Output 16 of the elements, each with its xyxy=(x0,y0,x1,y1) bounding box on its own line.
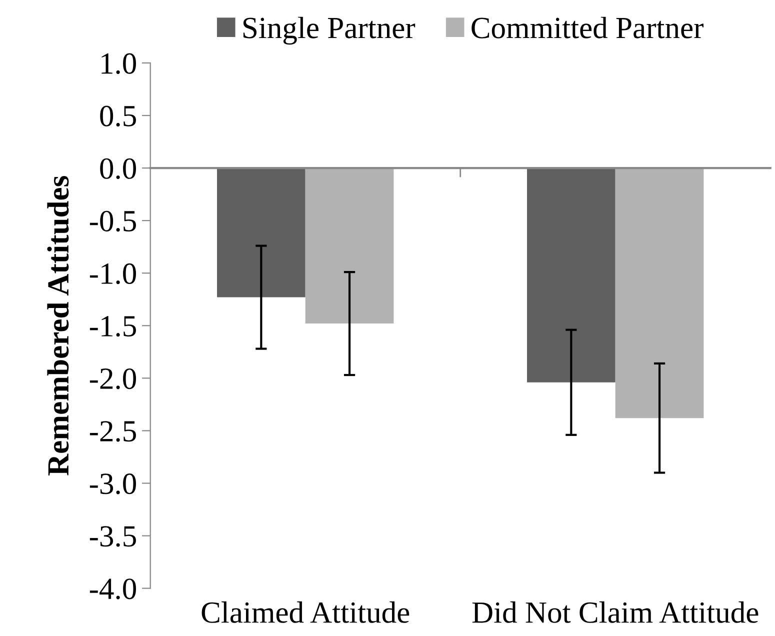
x-tick-label: Claimed Attitude xyxy=(202,601,410,623)
legend-label: Single Partner xyxy=(243,16,416,45)
x-tick-label: Did Not Claim Attitude xyxy=(472,601,758,623)
y-tick-label: -1.0 xyxy=(90,263,136,284)
y-tick-label: 1.0 xyxy=(102,53,136,74)
y-tick-label: -0.5 xyxy=(90,210,136,232)
y-tick-label: -3.5 xyxy=(90,526,136,547)
y-axis-title: Remembered Attitudes xyxy=(47,176,69,476)
y-tick-label: -3.0 xyxy=(90,474,136,494)
y-tick-label: 0.5 xyxy=(100,106,136,127)
y-tick-label: 0.0 xyxy=(100,158,136,180)
legend-label: Committed Partner xyxy=(472,16,704,38)
y-tick-label: -4.0 xyxy=(90,578,136,600)
y-tick-label: -2.0 xyxy=(90,368,136,390)
y-tick-label: -2.5 xyxy=(90,421,136,442)
y-tick-label: -1.5 xyxy=(90,316,136,337)
